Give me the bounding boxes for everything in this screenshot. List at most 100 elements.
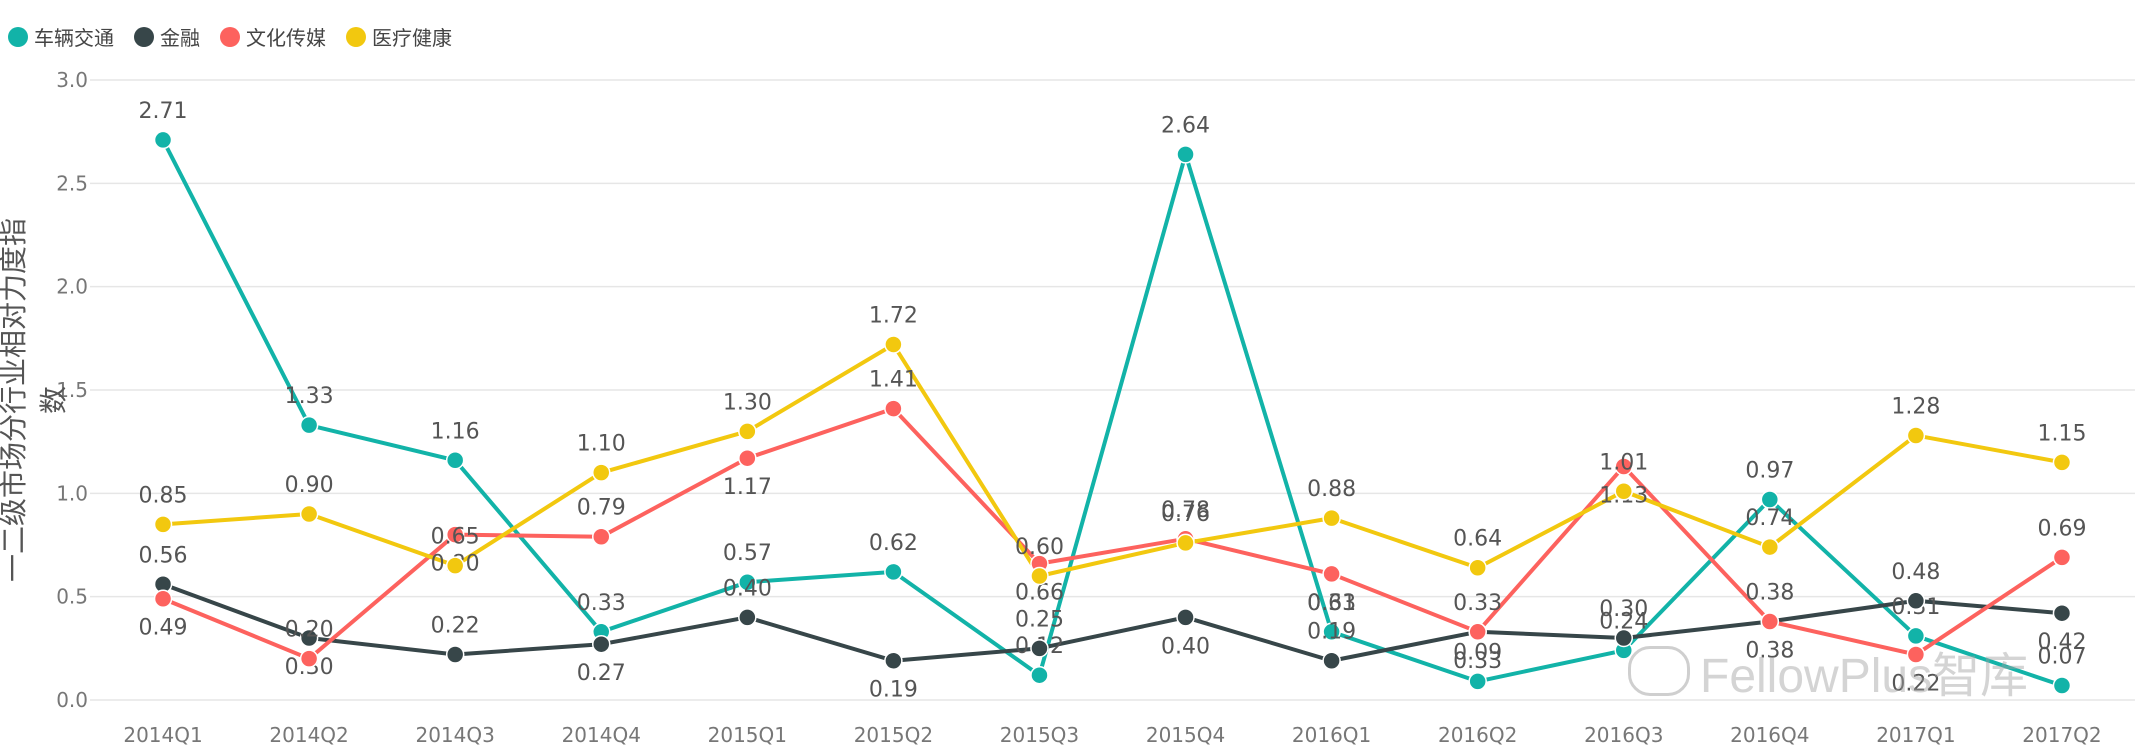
- data-point: [738, 572, 757, 592]
- data-point: [1030, 566, 1049, 586]
- x-tick-label: 2017Q2: [2022, 723, 2101, 747]
- data-point: [884, 399, 903, 418]
- data-point: [1176, 608, 1195, 627]
- data-label: 0.07: [2037, 645, 2086, 670]
- legend-dot-media: [220, 26, 240, 47]
- data-label: 0.49: [139, 616, 188, 641]
- data-point: [592, 463, 611, 482]
- legend-dot-health: [346, 26, 366, 47]
- data-label: 0.09: [1453, 640, 1502, 665]
- data-point: [1322, 508, 1341, 528]
- data-label: 0.88: [1307, 477, 1356, 502]
- data-point: [1322, 564, 1341, 584]
- data-point: [299, 504, 319, 524]
- data-label: 0.22: [1891, 672, 1940, 697]
- x-tick-label: 2016Q2: [1438, 723, 1517, 747]
- data-point: [1322, 622, 1341, 642]
- x-tick-label: 2015Q3: [1000, 723, 1079, 747]
- data-point: [1468, 558, 1487, 577]
- legend-dot-finance: [134, 26, 154, 47]
- data-point: [1614, 457, 1633, 476]
- data-label: 0.56: [139, 543, 188, 568]
- data-point: [299, 415, 319, 435]
- data-point: [445, 556, 465, 575]
- x-tick-label: 2015Q2: [854, 723, 933, 747]
- legend-item-vehicle[interactable]: 车辆交通: [8, 22, 114, 51]
- data-label: 1.72: [869, 304, 918, 329]
- data-label: 0.33: [1307, 591, 1356, 616]
- watermark: FellowPlus智库: [1628, 636, 2028, 706]
- legend-item-health[interactable]: 医疗健康: [346, 22, 452, 51]
- data-point: [1322, 651, 1341, 670]
- data-label: 0.33: [577, 591, 626, 616]
- data-label: 0.90: [285, 473, 334, 498]
- data-label: 0.78: [1161, 498, 1210, 523]
- data-point: [153, 130, 173, 150]
- data-label: 0.48: [1891, 560, 1940, 585]
- x-tick-label: 2014Q4: [562, 723, 641, 747]
- data-label: 0.38: [1745, 580, 1794, 605]
- data-point: [1906, 626, 1926, 646]
- data-point: [592, 634, 611, 654]
- legend-label-vehicle: 车辆交通: [34, 26, 114, 50]
- data-label: 0.85: [139, 483, 188, 508]
- legend-item-finance[interactable]: 金融: [134, 22, 200, 51]
- data-point: [2052, 548, 2072, 567]
- series-line-3: [162, 342, 2063, 578]
- data-point: [592, 527, 611, 546]
- y-tick-label: 0.5: [56, 585, 88, 609]
- data-point: [1760, 612, 1780, 631]
- data-label: 0.74: [1745, 506, 1794, 531]
- data-point: [153, 589, 173, 608]
- data-point: [884, 335, 903, 354]
- data-label: 1.33: [285, 384, 334, 409]
- data-label: 0.27: [577, 661, 626, 686]
- data-point: [738, 422, 757, 441]
- data-point: [1760, 537, 1780, 557]
- x-tick-label: 2014Q2: [269, 723, 348, 747]
- legend-label-health: 医疗健康: [372, 26, 452, 50]
- data-point: [1906, 591, 1926, 611]
- data-label: 0.69: [2037, 516, 2086, 541]
- x-tick-label: 2016Q1: [1292, 723, 1371, 747]
- data-point: [1906, 645, 1926, 664]
- data-label: 1.41: [869, 368, 918, 393]
- wechat-icon: [1628, 646, 1690, 696]
- chart-legend: 车辆交通 金融 文化传媒 医疗健康: [8, 22, 452, 51]
- y-tick-label: 2.5: [56, 171, 88, 195]
- data-label: 0.19: [869, 678, 918, 703]
- data-label: 1.15: [2037, 421, 2086, 446]
- data-point: [299, 628, 319, 648]
- data-label: 1.30: [723, 390, 772, 415]
- data-label: 0.25: [1015, 607, 1064, 632]
- y-tick-label: 0.0: [56, 688, 88, 712]
- data-point: [445, 645, 465, 664]
- legend-label-finance: 金融: [160, 26, 200, 50]
- data-label: 0.22: [431, 614, 480, 639]
- data-label: 0.20: [285, 618, 334, 643]
- legend-item-media[interactable]: 文化传媒: [220, 22, 326, 51]
- data-label: 0.33: [1453, 591, 1502, 616]
- y-axis-title: 一二级市场分行业相对力度指数: [0, 218, 70, 583]
- data-point: [884, 651, 903, 670]
- data-point: [738, 608, 757, 627]
- y-tick-label: 1.5: [56, 378, 88, 402]
- data-point: [1614, 628, 1633, 648]
- data-label: 1.16: [431, 419, 480, 444]
- x-tick-label: 2017Q1: [1876, 723, 1955, 747]
- data-label: 1.28: [1891, 394, 1940, 419]
- data-label: 1.01: [1599, 450, 1648, 475]
- data-label: 2.64: [1161, 113, 1210, 138]
- data-label: 0.30: [1599, 597, 1648, 622]
- data-label: 0.60: [1015, 535, 1064, 560]
- data-label: 2.71: [139, 99, 188, 124]
- data-label: 1.10: [577, 432, 626, 457]
- series-line-2: [162, 406, 2064, 661]
- data-point: [1030, 639, 1049, 658]
- data-point: [299, 649, 319, 668]
- data-point: [1176, 533, 1195, 553]
- data-label: 0.42: [2037, 630, 2086, 655]
- data-label: 0.62: [869, 531, 918, 556]
- data-point: [884, 562, 903, 582]
- data-label: 0.61: [1307, 591, 1356, 616]
